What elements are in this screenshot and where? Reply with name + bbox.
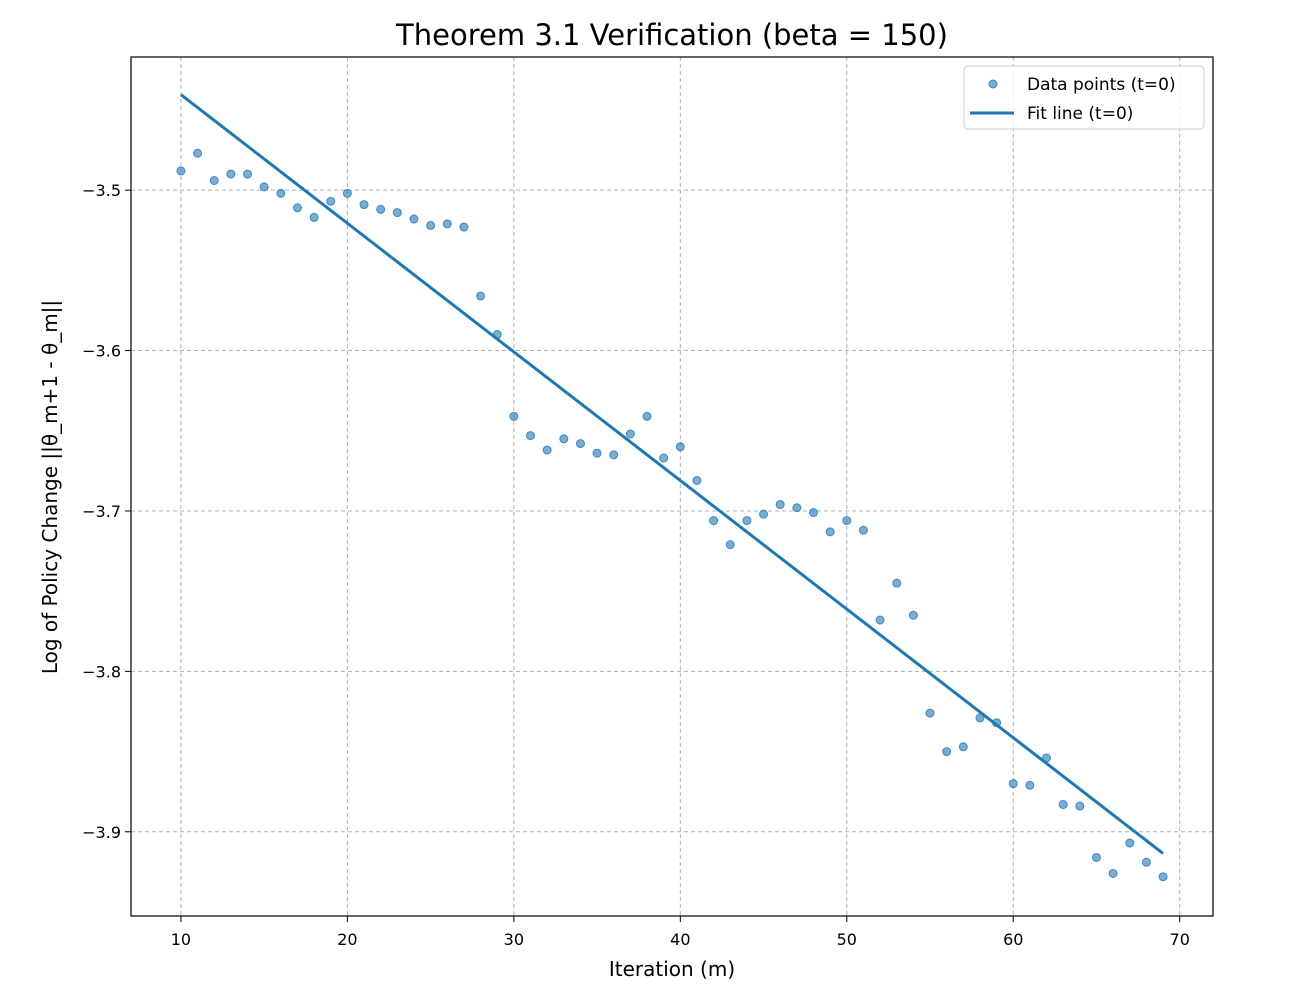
data-point — [442, 219, 452, 229]
data-point — [509, 411, 519, 421]
data-point — [709, 516, 719, 526]
data-point — [542, 445, 552, 455]
data-point — [675, 442, 685, 452]
legend-box — [963, 65, 1205, 130]
data-point — [1141, 857, 1151, 867]
x-axis: 10 20 30 40 50 60 70 — [171, 916, 1190, 949]
data-point — [359, 200, 369, 210]
data-point — [725, 540, 735, 550]
y-tick-label: −3.8 — [82, 662, 121, 681]
data-point — [259, 182, 269, 192]
data-point — [625, 429, 635, 439]
legend-label-data-points: Data points (t=0) — [1027, 75, 1176, 95]
data-point — [376, 204, 386, 214]
data-point — [226, 169, 236, 179]
data-point — [459, 222, 469, 232]
plot-frame — [130, 56, 1214, 917]
x-tick-label: 50 — [837, 930, 857, 949]
data-point — [808, 508, 818, 518]
data-point — [842, 516, 852, 526]
data-point — [775, 500, 785, 510]
data-point — [276, 188, 286, 198]
data-point — [942, 747, 952, 757]
data-point — [592, 448, 602, 458]
grid — [131, 57, 1213, 916]
data-point — [1008, 779, 1018, 789]
data-point — [609, 450, 619, 460]
fit-line — [180, 93, 1164, 855]
data-point — [875, 615, 885, 625]
y-tick-label: −3.9 — [82, 823, 121, 842]
x-tick-label: 60 — [1003, 930, 1023, 949]
legend: Data points (t=0) Fit line (t=0) — [963, 65, 1205, 130]
y-axis: −3.5 −3.6 −3.7 −3.8 −3.9 — [82, 181, 131, 842]
data-point — [476, 291, 486, 301]
data-point — [742, 516, 752, 526]
data-point — [1091, 852, 1101, 862]
data-point — [759, 509, 769, 519]
data-point — [176, 166, 186, 176]
data-point — [925, 708, 935, 718]
x-tick-label: 30 — [504, 930, 524, 949]
x-tick-label: 20 — [337, 930, 357, 949]
data-point — [243, 169, 253, 179]
data-point — [392, 208, 402, 218]
data-point — [559, 434, 569, 444]
data-point — [526, 431, 536, 441]
data-point — [1075, 801, 1085, 811]
data-point — [975, 713, 985, 723]
data-point — [1125, 838, 1135, 848]
data-point — [858, 525, 868, 535]
data-point — [1108, 868, 1118, 878]
data-point — [1025, 780, 1035, 790]
data-point — [309, 212, 319, 222]
data-point — [958, 742, 968, 752]
data-point — [292, 203, 302, 213]
x-axis-label: Iteration (m) — [609, 957, 735, 981]
y-axis-label: Log of Policy Change ||θ_m+1 - θ_m|| — [38, 300, 62, 674]
data-point — [342, 188, 352, 198]
x-tick-label: 70 — [1170, 930, 1190, 949]
y-tick-label: −3.7 — [82, 502, 121, 521]
data-point — [426, 220, 436, 230]
data-point — [326, 196, 336, 206]
legend-label-fit-line: Fit line (t=0) — [1027, 104, 1133, 124]
y-tick-label: −3.5 — [82, 181, 121, 200]
legend-scatter-marker — [988, 79, 998, 89]
data-point — [659, 453, 669, 463]
data-point — [825, 527, 835, 537]
data-point — [642, 411, 652, 421]
data-point — [193, 148, 203, 158]
x-tick-label: 40 — [670, 930, 690, 949]
data-point — [409, 214, 419, 224]
data-point — [792, 503, 802, 513]
data-point — [892, 578, 902, 588]
data-point — [908, 610, 918, 620]
plot-area — [176, 93, 1168, 882]
x-tick-label: 10 — [171, 930, 191, 949]
data-point — [692, 475, 702, 485]
chart-title: Theorem 3.1 Verification (beta = 150) — [395, 18, 948, 52]
data-point — [209, 176, 219, 186]
data-point — [1158, 872, 1168, 882]
y-tick-label: −3.6 — [82, 342, 121, 361]
data-point — [575, 439, 585, 449]
data-point — [1058, 800, 1068, 810]
